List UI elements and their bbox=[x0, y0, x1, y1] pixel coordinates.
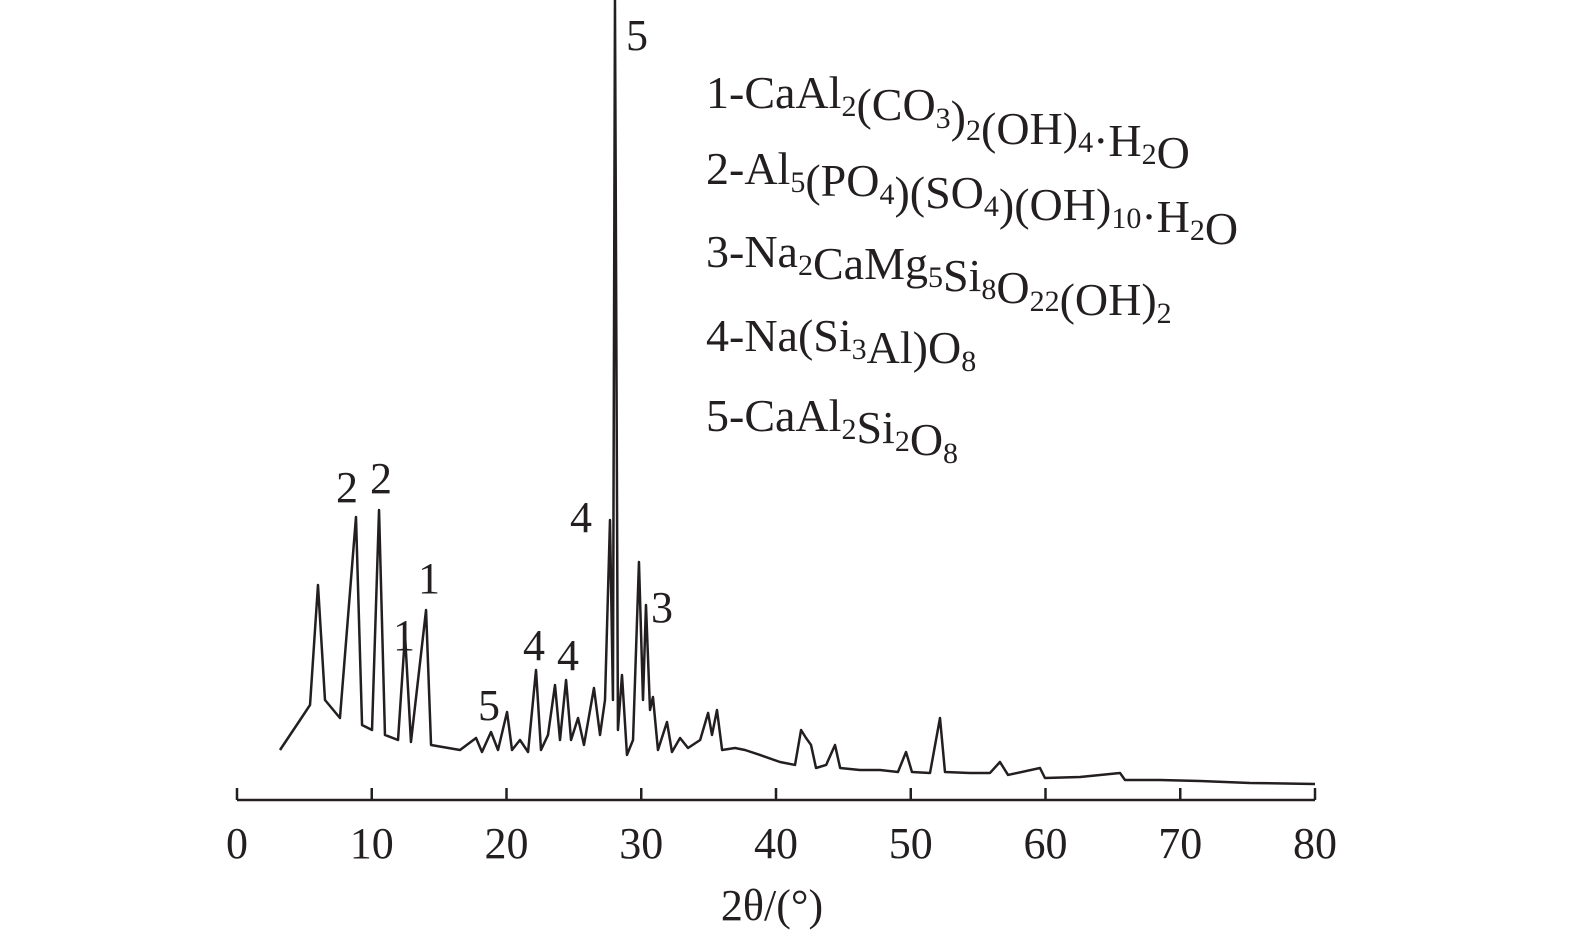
x-tick-label: 50 bbox=[889, 819, 933, 868]
x-axis-label: 2θ/(°) bbox=[721, 881, 823, 930]
x-tick-label: 70 bbox=[1158, 819, 1202, 868]
peak-label: 4 bbox=[557, 631, 579, 680]
peak-label: 1 bbox=[418, 554, 440, 603]
legend-text: 3-Na2CaMg5Si8O22(OH)2 bbox=[706, 226, 1172, 330]
peak-label: 4 bbox=[523, 621, 545, 670]
xrd-line bbox=[278, 0, 1316, 786]
x-tick-label: 30 bbox=[619, 819, 663, 868]
x-tick-label: 0 bbox=[226, 819, 248, 868]
peak-label: 3 bbox=[651, 583, 673, 632]
x-tick-label: 40 bbox=[754, 819, 798, 868]
peak-label: 4 bbox=[570, 493, 592, 542]
peak-label: 5 bbox=[478, 681, 500, 730]
peak-label: 2 bbox=[336, 463, 358, 512]
legend-text: 5-CaAl2Si2O8 bbox=[706, 390, 958, 470]
x-tick-label: 80 bbox=[1293, 819, 1337, 868]
legend-text: 4-Na(Si3Al)O8 bbox=[706, 310, 976, 378]
x-tick-label: 10 bbox=[350, 819, 394, 868]
legend-text: 1-CaAl2(CO3)2(OH)4·H2O bbox=[706, 67, 1190, 178]
x-tick-label: 20 bbox=[485, 819, 529, 868]
legend-text: 2-Al5(PO4)(SO4)(OH)10·H2O bbox=[706, 143, 1238, 254]
peak-label: 5 bbox=[626, 11, 648, 60]
x-tick-label: 60 bbox=[1024, 819, 1068, 868]
peak-label: 1 bbox=[393, 611, 415, 660]
peak-label: 2 bbox=[370, 454, 392, 503]
